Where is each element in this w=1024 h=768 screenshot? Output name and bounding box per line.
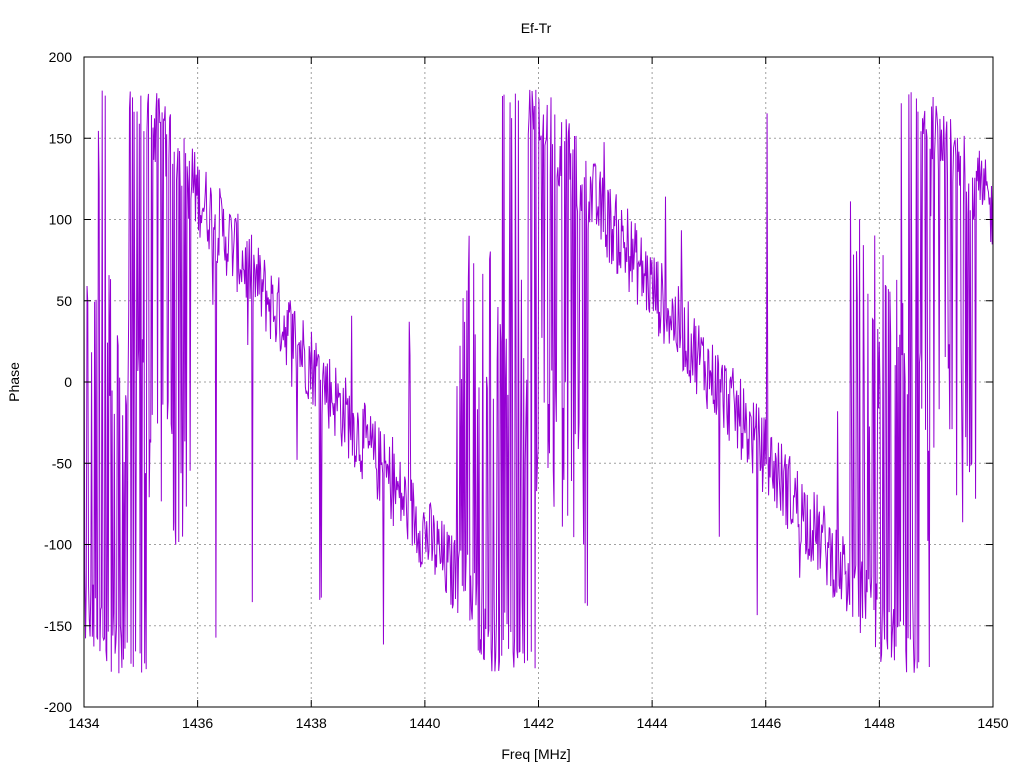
y-tick-label: -150 bbox=[44, 618, 72, 634]
series-line bbox=[83, 89, 994, 674]
x-tick-label: 1450 bbox=[977, 715, 1008, 731]
y-tick-label: 100 bbox=[49, 212, 73, 228]
y-tick-label: -200 bbox=[44, 699, 72, 715]
x-tick-label: 1434 bbox=[68, 715, 99, 731]
y-tick-label: 200 bbox=[49, 49, 73, 65]
series-group bbox=[83, 89, 994, 674]
y-axis-label: Phase bbox=[6, 362, 22, 402]
x-tick-labels: 1434 1436 1438 1440 1442 1444 1446 1448 1450 bbox=[68, 715, 1008, 731]
x-tick-label: 1436 bbox=[182, 715, 213, 731]
y-tick-labels: -200 -150 -100 -50 0 50 100 150 200 bbox=[44, 49, 72, 715]
axis-ticks bbox=[83, 56, 994, 708]
x-tick-label: 1440 bbox=[409, 715, 440, 731]
x-tick-label: 1446 bbox=[750, 715, 781, 731]
y-tick-label: 0 bbox=[64, 374, 72, 390]
x-tick-label: 1444 bbox=[637, 715, 668, 731]
x-axis-label: Freq [MHz] bbox=[501, 746, 570, 762]
y-tick-label: -100 bbox=[44, 537, 72, 553]
chart-title: Ef-Tr bbox=[521, 20, 552, 36]
x-tick-label: 1438 bbox=[296, 715, 327, 731]
y-tick-label: 150 bbox=[49, 130, 73, 146]
y-tick-label: -50 bbox=[52, 455, 72, 471]
x-tick-label: 1442 bbox=[523, 715, 554, 731]
y-tick-label: 50 bbox=[56, 293, 72, 309]
x-tick-label: 1448 bbox=[864, 715, 895, 731]
